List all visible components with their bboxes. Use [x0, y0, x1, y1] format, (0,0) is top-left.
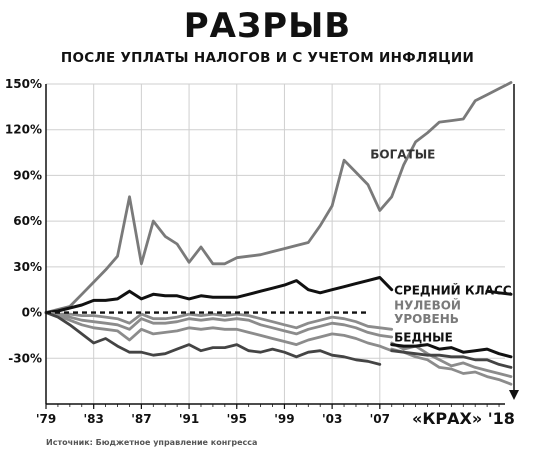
- series-label: БОГАТЫЕ: [370, 148, 435, 162]
- series-line-8: [390, 347, 513, 386]
- chart-title: РАЗРЫВ: [183, 6, 352, 46]
- x-tick-label: '87: [131, 412, 151, 426]
- series-label: БЕДНЫЕ: [394, 331, 453, 345]
- y-tick-label: -30%: [8, 351, 42, 365]
- series-line-3: [44, 311, 394, 331]
- y-tick-label: 30%: [13, 260, 42, 274]
- y-tick-label: 90%: [13, 168, 42, 182]
- y-tick-label: 0%: [22, 306, 42, 320]
- series-label: СРЕДНИЙ КЛАСС: [394, 282, 512, 297]
- series-lines: [44, 81, 513, 386]
- x-tick-label: '95: [227, 412, 247, 426]
- y-tick-label: 150%: [5, 77, 42, 91]
- series-line-9: [390, 349, 513, 369]
- x-tick-label: '79: [36, 412, 56, 426]
- x-tick-label: '83: [84, 412, 104, 426]
- right-arrow-head: [509, 390, 519, 400]
- x-tick-label: '03: [322, 412, 342, 426]
- series-line-2: [485, 289, 513, 296]
- source-note: Источник: Бюджетное управление конгресса: [46, 438, 258, 447]
- series-line-4: [44, 311, 394, 339]
- series-label: НУЛЕВОЙ: [394, 298, 461, 313]
- chart-subtitle: ПОСЛЕ УПЛАТЫ НАЛОГОВ И С УЧЕТОМ ИНФЛЯЦИИ: [60, 50, 475, 66]
- series-line-0: [44, 81, 513, 315]
- series-line-6: [44, 311, 382, 366]
- brand-label: «КРАХ» '18: [412, 409, 515, 428]
- axes: 150% 120% 90% 60% 30% 0% -30% '79 '83 '87 '91 '95 '9…: [5, 77, 519, 426]
- x-tick-label: '99: [274, 412, 294, 426]
- series-line-1: [44, 276, 394, 315]
- series-line-5: [44, 311, 394, 353]
- x-tick-label: '91: [179, 412, 199, 426]
- y-tick-label: 60%: [13, 214, 42, 228]
- x-tick-label: '07: [370, 412, 390, 426]
- series-line-10: [390, 343, 513, 359]
- series-label: УРОВЕНЬ: [394, 312, 459, 326]
- y-tick-label: 120%: [5, 123, 42, 137]
